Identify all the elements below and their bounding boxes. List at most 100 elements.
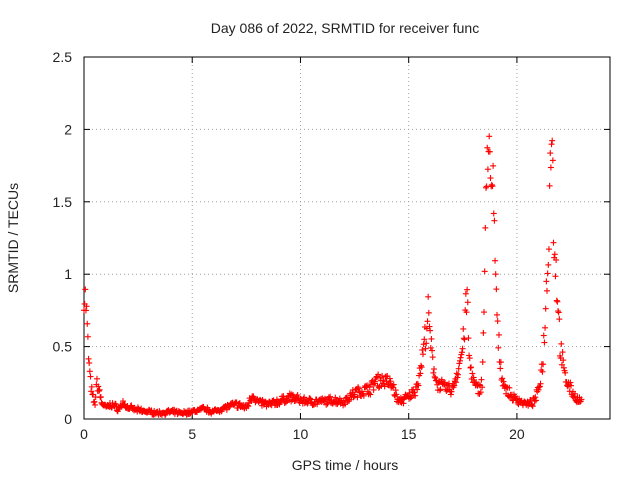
data-point: [551, 251, 558, 258]
data-point: [482, 224, 489, 231]
y-axis-label: SRMTID / TECUs: [5, 183, 21, 293]
data-point: [429, 354, 436, 361]
data-point: [465, 335, 472, 342]
data-point: [419, 346, 426, 353]
data-point: [529, 403, 536, 410]
data-point: [351, 393, 358, 400]
data-point: [363, 383, 370, 390]
data-point: [550, 239, 557, 246]
data-point: [481, 268, 488, 275]
data-point: [387, 378, 394, 385]
axis-ticks: 0 5 10 15 20 0 0.5 1 1.5 2 2.5: [53, 49, 610, 442]
data-point: [486, 133, 493, 140]
data-point: [555, 308, 562, 315]
data-point: [435, 379, 442, 386]
data-point: [97, 393, 104, 400]
data-point: [451, 382, 458, 389]
data-point: [119, 398, 126, 405]
data-point: [355, 385, 362, 392]
data-point: [547, 164, 554, 171]
data-point: [491, 217, 498, 224]
data-point: [478, 376, 485, 383]
x-tick-label: 15: [401, 426, 417, 442]
data-point: [392, 387, 399, 394]
data-point: [418, 364, 425, 371]
data-point: [462, 290, 469, 297]
data-point: [417, 370, 424, 377]
data-point: [532, 397, 539, 404]
data-point: [425, 309, 432, 316]
data-point: [88, 383, 95, 390]
data-point: [457, 354, 464, 361]
data-point: [548, 141, 555, 148]
data-point: [490, 162, 497, 169]
data-point: [463, 309, 470, 316]
data-point: [244, 402, 251, 409]
data-point: [488, 181, 495, 188]
data-point: [428, 335, 435, 342]
data-point: [555, 309, 562, 316]
data-point: [552, 273, 559, 280]
grid-lines: [84, 57, 610, 419]
data-point: [355, 384, 362, 391]
data-point: [542, 305, 549, 312]
data-point: [360, 392, 367, 399]
data-point: [480, 329, 487, 336]
data-point: [431, 373, 438, 380]
data-point: [384, 373, 391, 380]
data-point: [418, 362, 425, 369]
data-point: [492, 257, 499, 264]
data-point: [544, 270, 551, 277]
data-point: [545, 261, 552, 268]
data-point: [506, 384, 513, 391]
data-point: [82, 286, 89, 293]
data-point: [541, 339, 548, 346]
data-point: [82, 307, 89, 314]
data-point: [540, 361, 547, 368]
data-point: [486, 148, 493, 155]
data-point: [479, 384, 486, 391]
data-point: [539, 368, 546, 375]
data-point: [456, 360, 463, 367]
data-point: [419, 351, 426, 358]
data-point: [497, 359, 504, 366]
data-point: [560, 364, 567, 371]
data-point: [535, 386, 542, 393]
y-tick-label: 1.5: [53, 194, 73, 210]
data-point: [436, 387, 443, 394]
data-point: [294, 392, 301, 399]
data-point: [499, 375, 506, 382]
data-point: [430, 369, 437, 376]
data-point: [420, 341, 427, 348]
y-tick-label: 2: [64, 121, 72, 137]
data-point: [91, 398, 98, 405]
data-point: [490, 210, 497, 217]
y-tick-label: 1: [64, 266, 72, 282]
data-point: [495, 344, 502, 351]
y-tick-label: 0: [64, 411, 72, 427]
data-point: [87, 373, 94, 380]
data-point: [500, 378, 507, 385]
data-point: [84, 333, 91, 340]
data-point: [542, 324, 549, 331]
data-point: [560, 357, 567, 364]
data-point: [85, 355, 92, 362]
data-point: [306, 395, 313, 402]
data-point: [84, 320, 91, 327]
data-point: [484, 166, 491, 173]
data-point: [454, 374, 461, 381]
data-point: [467, 364, 474, 371]
data-point: [323, 401, 330, 408]
data-point: [558, 361, 565, 368]
data-point: [83, 303, 90, 310]
data-points: [81, 133, 585, 419]
data-point: [288, 391, 295, 398]
data-point: [314, 401, 321, 408]
data-point: [568, 382, 575, 389]
data-point: [493, 286, 500, 293]
data-point: [492, 271, 499, 278]
data-point: [556, 316, 563, 323]
data-point: [484, 144, 491, 151]
data-point: [307, 396, 314, 403]
